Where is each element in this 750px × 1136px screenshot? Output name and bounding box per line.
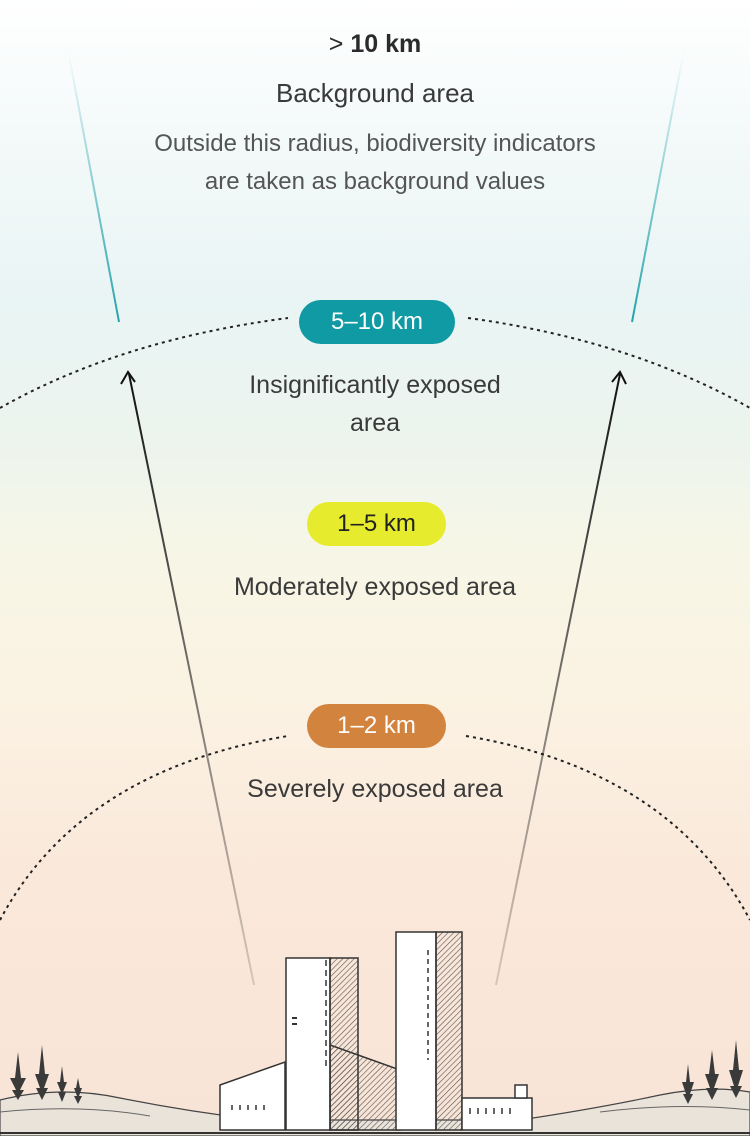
outer-range-label: > 10 km	[0, 30, 750, 59]
arrow-left	[128, 373, 255, 986]
trees-right	[682, 1040, 743, 1104]
outer-ray-left	[67, 49, 120, 323]
arrow-right-head	[611, 370, 627, 385]
outer-boundary-arc-right	[467, 317, 750, 409]
zone-range-badge-1-2km: 1–2 km	[307, 704, 446, 748]
background-area-description: Outside this radius, biodiversity indica…	[154, 130, 596, 195]
arrow-right	[495, 373, 621, 986]
outer-boundary-arc-left	[0, 317, 289, 409]
background-area-title: Background area	[275, 78, 475, 108]
outer-range-value: 10 km	[350, 30, 422, 58]
zone-label-severe: Severely exposed area	[247, 775, 503, 803]
zone-label-moderate: Moderately exposed area	[233, 573, 517, 601]
outer-ray-right	[631, 49, 685, 323]
inner-boundary-arc-right	[465, 735, 750, 921]
outer-range-prefix: >	[328, 30, 344, 58]
inner-boundary-arc-left	[0, 735, 289, 921]
mine-buildings-illustration	[219, 931, 533, 1131]
zone-range-badge-1-5km: 1–5 km	[307, 502, 446, 546]
zone-label-insignificant: Insignificantly exposed area	[249, 371, 501, 437]
zone-range-badge-5-10km: 5–10 km	[299, 300, 455, 344]
arrow-left-head	[120, 370, 136, 385]
trees-left	[10, 1045, 82, 1104]
